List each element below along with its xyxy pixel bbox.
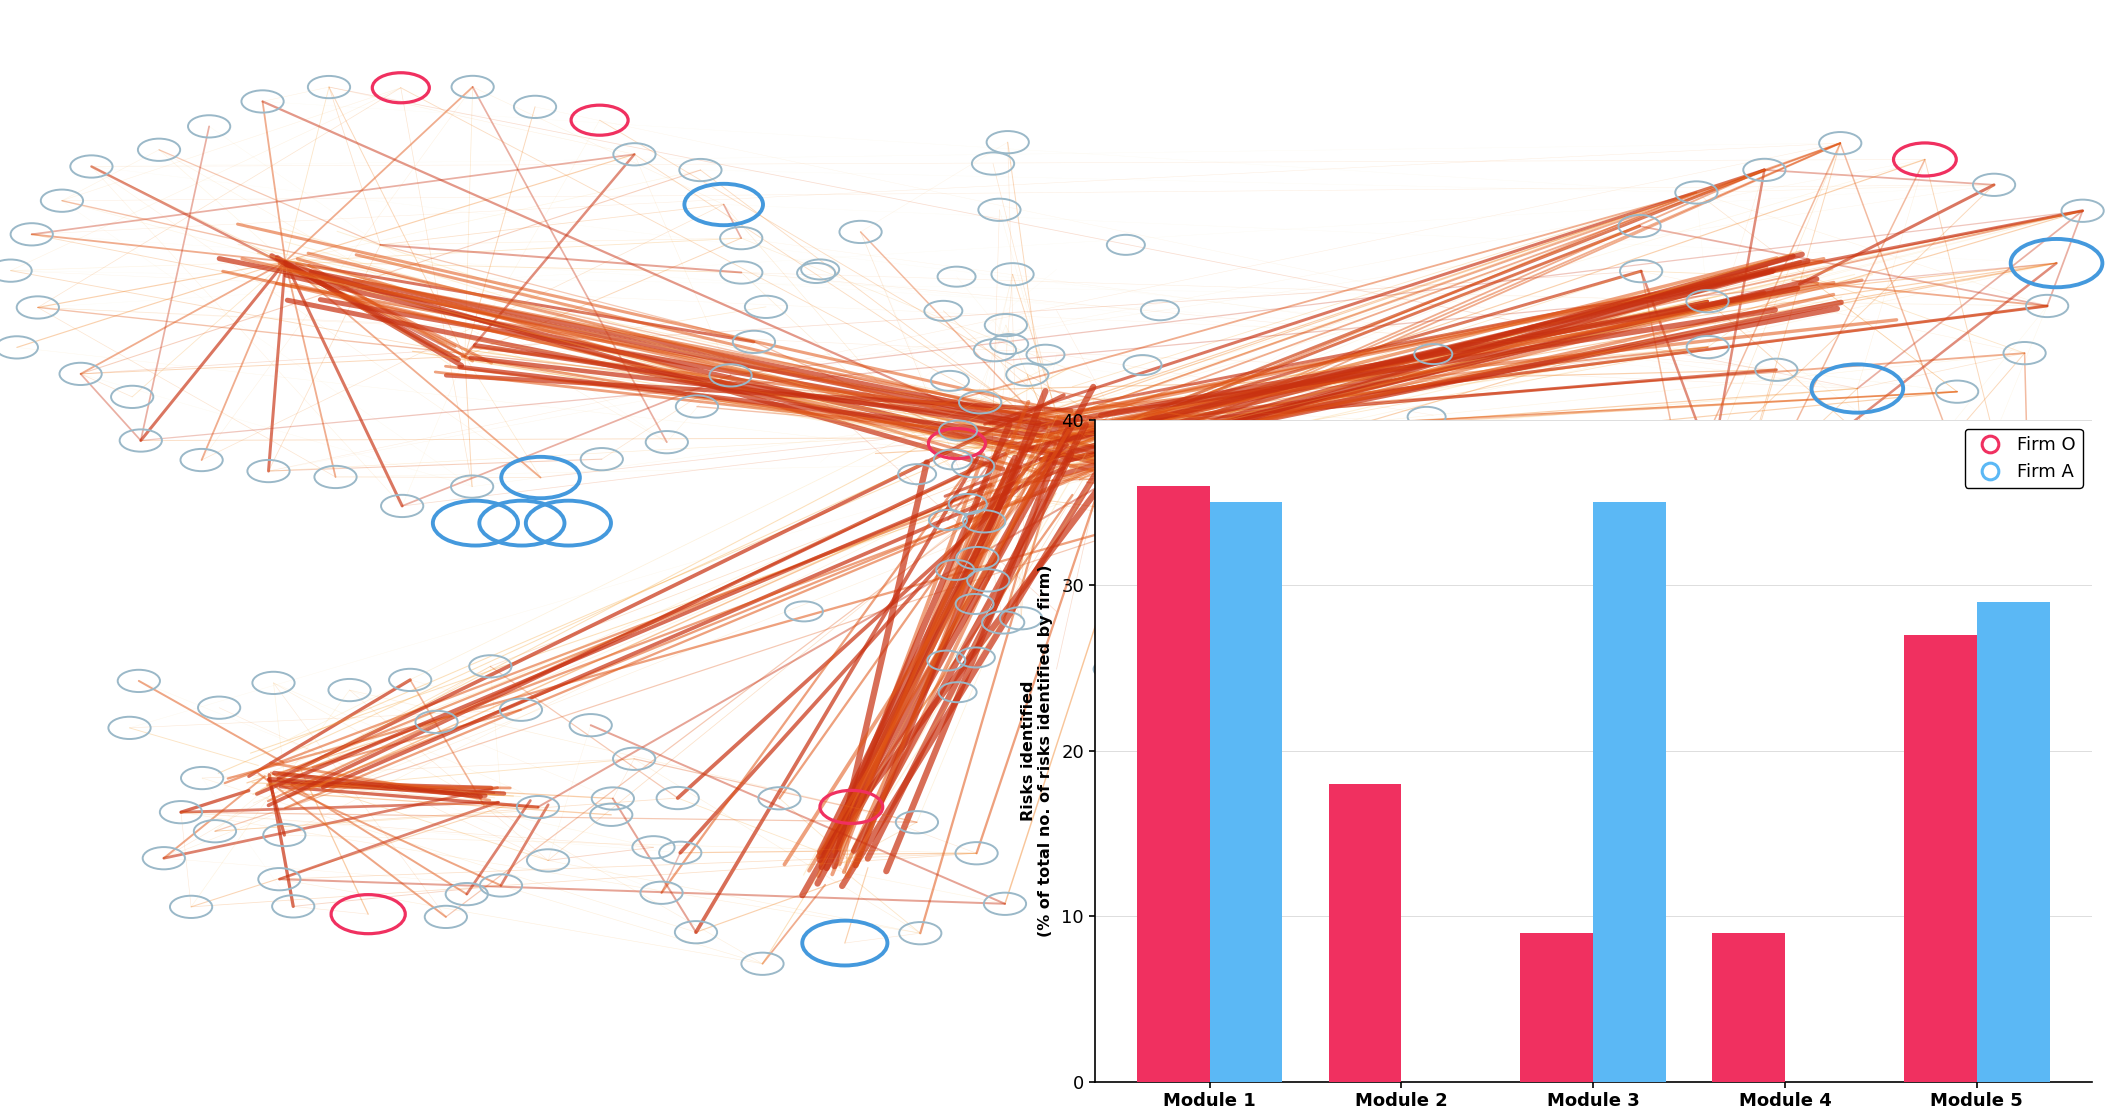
Bar <box>1712 933 1785 1082</box>
Bar <box>1521 933 1593 1082</box>
Bar <box>1209 502 1283 1082</box>
Bar <box>1978 602 2050 1082</box>
Bar <box>1904 634 1978 1082</box>
Legend: Firm O, Firm A: Firm O, Firm A <box>1965 429 2083 489</box>
Bar <box>1329 784 1401 1082</box>
Bar <box>1137 485 1209 1082</box>
Y-axis label: Risks identified
(% of total no. of risks identified by firm): Risks identified (% of total no. of risk… <box>1021 564 1052 937</box>
Bar <box>1593 502 1665 1082</box>
